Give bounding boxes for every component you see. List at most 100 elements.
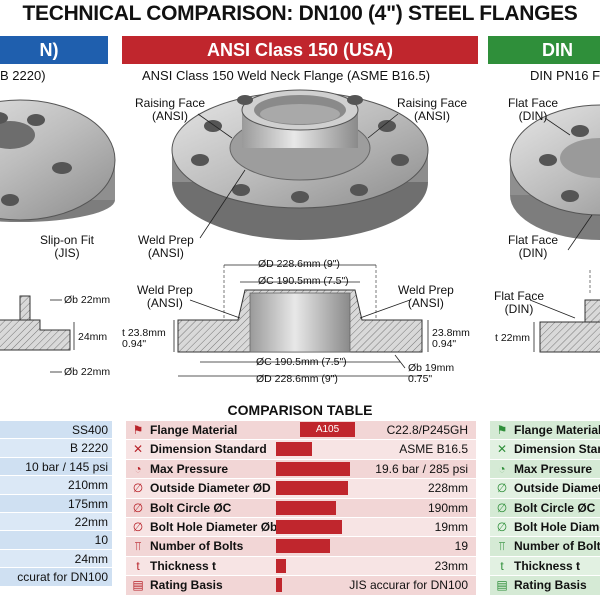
row-label: Number of Bolts xyxy=(150,539,244,554)
row-label: Outside Diamete xyxy=(514,481,600,496)
table-row: SS400 xyxy=(0,421,112,440)
table-row: ∅ Bolt Hole Diame xyxy=(490,517,600,538)
flange-drawings xyxy=(0,89,600,377)
ansi-subtitle: ANSI Class 150 Weld Neck Flange (ASME B1… xyxy=(142,68,431,83)
ansi-bolt-circle-top: ØC 190.5mm (7.5") xyxy=(258,275,349,287)
row-label: Number of Bolts xyxy=(514,539,600,554)
page-title: TECHNICAL COMPARISON: DN100 (4") STEEL F… xyxy=(22,2,578,25)
weld-prep-label-right: Weld Prep (ANSI) xyxy=(398,283,454,310)
din-thickness-dim: t 22mm xyxy=(495,332,531,344)
row-label: Bolt Hole Diame xyxy=(514,519,600,534)
table-row: 24mm xyxy=(0,549,112,569)
thickness-icon: t xyxy=(500,558,504,573)
jis-table: SS400 B 2220 10 bar / 145 psi 210mm 175mm 22m… xyxy=(0,421,112,587)
diameter-icon: ∅ xyxy=(496,481,508,496)
row-label: Rating Basis xyxy=(514,578,587,593)
table-row: ⫪ Number of Bolts 19 xyxy=(126,537,476,557)
table-row: 10 bar / 145 psi xyxy=(0,457,112,477)
value-bar xyxy=(276,461,350,476)
row-label: Thickness t xyxy=(514,558,581,573)
table-row: 22mm xyxy=(0,512,112,532)
row-label: Bolt Hole Diameter Øb xyxy=(150,519,278,534)
ansi-outside-diameter-bottom: ØD 228.6mm (9") xyxy=(256,373,338,385)
diameter-icon: ∅ xyxy=(132,500,144,515)
din-subtitle: DIN PN16 F xyxy=(530,68,600,83)
row-label: Flange Material xyxy=(514,423,600,437)
jis-bolt-hole-dim-top: Øb 22mm xyxy=(64,294,111,306)
table-row: ∅ Bolt Hole Diameter Øb 19mm xyxy=(126,517,476,538)
ansi-table: ⚑ Flange Material A105 C22.8/P245GH ✕ Dimensi… xyxy=(126,421,476,596)
value-bar xyxy=(276,519,342,534)
tools-icon: ✕ xyxy=(132,442,144,457)
weld-prep-label-left: Weld Prep (ANSI) xyxy=(137,283,193,310)
ansi-header: ANSI Class 150 (USA) xyxy=(122,36,478,64)
row-value: 19mm xyxy=(434,519,468,534)
table-row: ▤ Rating Basis xyxy=(490,576,600,596)
ansi-bolt-hole-dim: Øb 19mm 0.75" xyxy=(408,362,455,385)
row-value: 190mm xyxy=(427,500,468,515)
table-row: 175mm xyxy=(0,494,112,513)
table-row: ccurat for DN100 xyxy=(0,568,112,587)
row-label: Flange Material xyxy=(150,423,238,437)
table-row: ⚑ Flange Material xyxy=(490,421,600,441)
row-value: 23mm xyxy=(434,558,468,573)
table-row: t Thickness t 23mm xyxy=(126,556,476,577)
table-row: t Thickness t xyxy=(490,556,600,577)
table-row: ∅ Bolt Circle ØC 190mm xyxy=(126,498,476,518)
value-bar xyxy=(276,481,348,496)
flag-icon: ⚑ xyxy=(496,423,508,437)
table-row: ▤ Rating Basis JIS accurar for DN100 xyxy=(126,576,476,596)
table-row: ✕ Dimension Stand xyxy=(490,440,600,460)
row-value: 228mm xyxy=(427,481,468,496)
bolt-icon: ⫪ xyxy=(134,539,142,554)
ansi-flange-3d xyxy=(171,89,429,240)
diameter-icon: ∅ xyxy=(496,519,508,534)
jis-thickness-dim: 24mm xyxy=(78,331,108,343)
jis-bolt-hole-dim-bottom: Øb 22mm xyxy=(64,366,111,378)
row-label: Bolt Circle ØC xyxy=(514,500,596,515)
jis-flange-3d xyxy=(0,99,116,222)
row-label: Thickness t xyxy=(150,558,217,573)
din-flange-3d xyxy=(509,104,600,251)
value-bar xyxy=(276,558,286,573)
table-row: 210mm xyxy=(0,476,112,495)
diameter-icon: ∅ xyxy=(132,519,144,534)
slip-on-label: Slip-on Fit (JIS) xyxy=(40,233,95,260)
din-cross-section xyxy=(529,270,600,353)
table-row: ∅ Outside Diamete xyxy=(490,479,600,499)
table-row: ✕ Dimension Standard ASME B16.5 xyxy=(126,440,476,460)
table-row: ◔ Max Pressure xyxy=(490,459,600,480)
row-label: Max Pressure xyxy=(150,461,229,476)
table-row: ∅ Outside Diameter ØD 228mm xyxy=(126,479,476,499)
table-row: ◔ Max Pressure 19.6 bar / 285 psi xyxy=(126,459,476,480)
jis-cross-section xyxy=(0,295,75,373)
flat-face-label-top: Flat Face (DIN) xyxy=(508,96,559,123)
ansi-thickness-right: 23.8mm 0.94" xyxy=(432,327,470,350)
din-header: DIN xyxy=(488,36,600,64)
flat-face-label-mid: Flat Face (DIN) xyxy=(508,233,559,260)
raising-face-label-right: Raising Face (ANSI) xyxy=(397,96,468,123)
ansi-cross-section xyxy=(173,264,429,377)
value-bar xyxy=(276,500,336,515)
row-label: Bolt Circle ØC xyxy=(150,500,232,515)
row-label: Dimension Stand xyxy=(514,442,600,457)
row-value: C22.8/P245GH xyxy=(386,423,468,437)
ansi-outside-diameter-top: ØD 228.6mm (9") xyxy=(258,258,340,270)
ansi-thickness-left: t 23.8mm 0.94" xyxy=(122,327,166,350)
tools-icon: ✕ xyxy=(496,442,508,457)
din-table: ⚑ Flange Material ✕ Dimension Stand ◔ Max Pre… xyxy=(490,421,600,596)
table-row: ⚑ Flange Material A105 C22.8/P245GH xyxy=(126,421,476,441)
row-value: ASME B16.5 xyxy=(399,442,468,457)
row-label: Rating Basis xyxy=(150,578,223,593)
flag-icon: ⚑ xyxy=(132,423,144,437)
document-icon: ▤ xyxy=(132,578,144,593)
row-label: Outside Diameter ØD xyxy=(150,481,271,496)
raising-face-label-left: Raising Face (ANSI) xyxy=(135,96,206,123)
document-icon: ▤ xyxy=(496,578,508,593)
table-row: ∅ Bolt Circle ØC xyxy=(490,498,600,518)
value-bar xyxy=(276,578,282,593)
bolt-icon: ⫪ xyxy=(498,539,506,554)
flat-face-label-bottom: Flat Face (DIN) xyxy=(494,289,545,316)
row-label: Max Pressure xyxy=(514,461,593,476)
comparison-table-title: COMPARISON TABLE xyxy=(227,402,373,418)
